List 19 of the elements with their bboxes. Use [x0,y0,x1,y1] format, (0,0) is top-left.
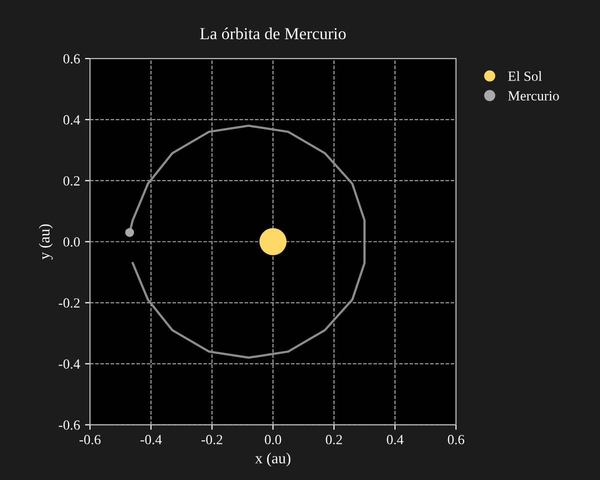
x-tick-label: 0.2 [326,434,342,444]
chart-title: La órbita de Mercurio [200,28,346,40]
y-tick-label: 0.0 [63,237,80,247]
legend-label: Mercurio [508,91,559,101]
y-tick-label: -0.4 [58,359,80,369]
y-tick-label: 0.6 [63,54,80,64]
y-tick-label: 0.4 [63,115,80,125]
x-tick-label: -0.6 [80,434,101,444]
legend-label: El Sol [508,71,542,81]
y-tick-label: -0.6 [58,420,80,430]
y-axis-title: y (au) [38,224,53,260]
x-tick-label: 0.4 [386,434,404,444]
x-tick-label: -0.2 [202,434,222,444]
x-tick-label: -0.4 [140,434,162,444]
x-axis-title: x (au) [255,452,290,467]
y-tick-label: -0.2 [58,298,80,308]
x-tick-label: 0.6 [448,434,464,444]
y-tick-label: 0.2 [63,176,80,186]
x-tick-label: 0.0 [264,434,282,444]
